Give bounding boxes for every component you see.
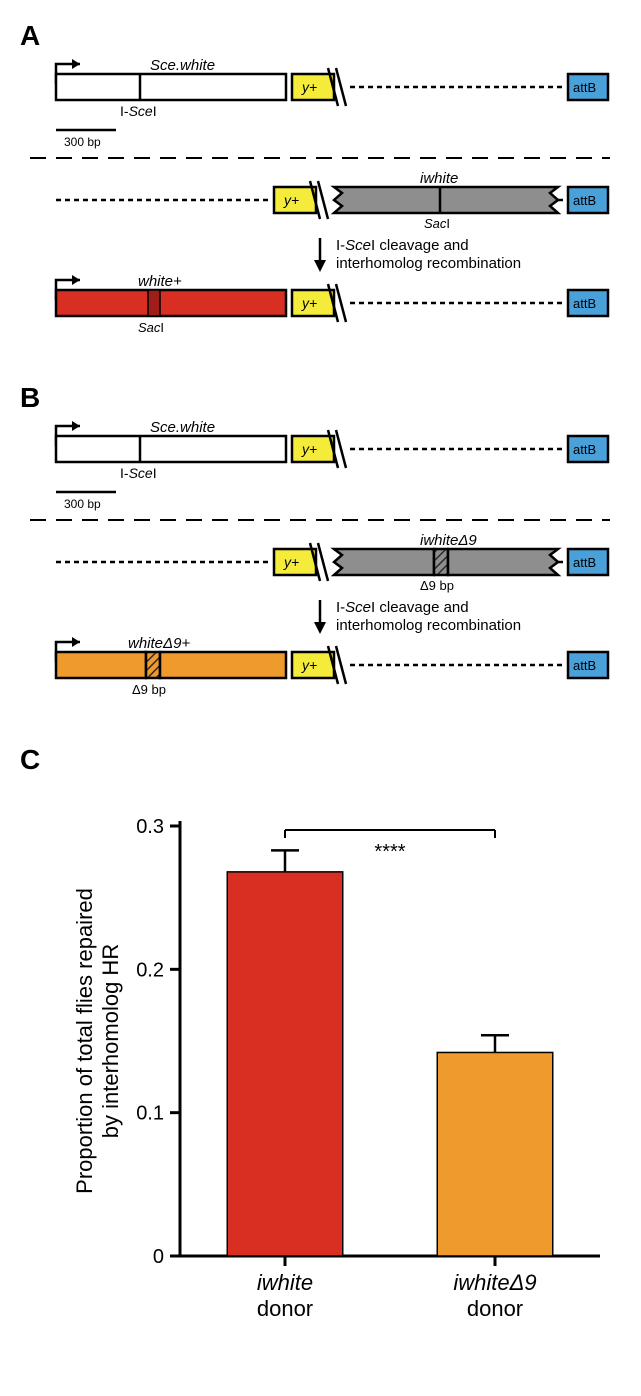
row2-attb: attB	[573, 193, 596, 208]
svg-text:iwhitedonor: iwhitedonor	[257, 1270, 313, 1321]
b-row2-gene-label: iwhiteΔ9	[420, 532, 477, 549]
row2-gene-label: iwhite	[420, 170, 458, 187]
arrow-text1: I-SceI cleavage and	[336, 237, 469, 254]
row3-attb: attB	[573, 296, 596, 311]
svg-text:0.1: 0.1	[136, 1103, 164, 1125]
b-row3-cut-label: Δ9 bp	[132, 682, 166, 697]
b-arrow-text2: interhomolog recombination	[336, 617, 521, 634]
b-row2-yplus: y+	[283, 554, 299, 570]
svg-text:0.2: 0.2	[136, 959, 164, 981]
panel-a-label: A	[20, 20, 621, 52]
bar-chart: 0 0.1 0.2 0.3 Proportion of total flies repa…	[60, 786, 620, 1346]
panel-c-label: C	[20, 744, 621, 776]
svg-text:iwhiteΔ9donor: iwhiteΔ9donor	[453, 1270, 536, 1321]
row3-yplus: y+	[301, 295, 317, 311]
b-row1-gene-label: Sce.white	[150, 419, 215, 436]
panel-c: C 0 0.1 0.2 0.3 Proportion of total flies re…	[20, 744, 621, 1346]
b-row3-gene-label: whiteΔ9+	[128, 635, 190, 652]
bar-chart-svg: 0 0.1 0.2 0.3 Proportion of total flies repa…	[60, 786, 620, 1346]
row2-cut-label: SacI	[424, 216, 450, 231]
svg-text:****: ****	[374, 841, 405, 863]
b-row2-cut-label: Δ9 bp	[420, 578, 454, 593]
arrow-text2: interhomolog recombination	[336, 255, 521, 272]
scale-label: 300 bp	[64, 135, 101, 149]
b-row1-attb: attB	[573, 442, 596, 457]
panel-a-svg: Sce.white I-SceI y+ attB 300 bp	[20, 52, 620, 352]
b-row1-cut-label: I-SceI	[120, 465, 157, 481]
panel-b-label: B	[20, 382, 621, 414]
b-row3-yplus: y+	[301, 657, 317, 673]
row3-gene-label: white+	[138, 273, 182, 290]
row1-attb: attB	[573, 80, 596, 95]
svg-text:Proportion of total flies repa: Proportion of total flies repairedby int…	[72, 888, 123, 1194]
panel-b: B Sce.white I-SceI	[20, 382, 621, 714]
row1-cut-label: I-SceI	[120, 103, 157, 119]
svg-text:0.3: 0.3	[136, 816, 164, 838]
row2-yplus: y+	[283, 192, 299, 208]
b-arrow-text1: I-SceI cleavage and	[336, 599, 469, 616]
row1-gene-label: Sce.white	[150, 57, 215, 74]
b-row1-yplus: y+	[301, 441, 317, 457]
panel-b-diagram: Sce.white I-SceI y+ attB 300 bp y+	[20, 414, 620, 714]
row3-cut-label: SacI	[138, 320, 164, 335]
panel-a-diagram: Sce.white I-SceI y+ attB 300 bp	[20, 52, 620, 352]
row1-yplus: y+	[301, 79, 317, 95]
b-scale-label: 300 bp	[64, 497, 101, 511]
panel-b-svg: Sce.white I-SceI y+ attB 300 bp y+	[20, 414, 620, 714]
b-row3-attb: attB	[573, 658, 596, 673]
svg-text:0: 0	[153, 1246, 164, 1268]
panel-a: A Sce.white I-SceI y+	[20, 20, 621, 352]
b-row2-attb: attB	[573, 555, 596, 570]
